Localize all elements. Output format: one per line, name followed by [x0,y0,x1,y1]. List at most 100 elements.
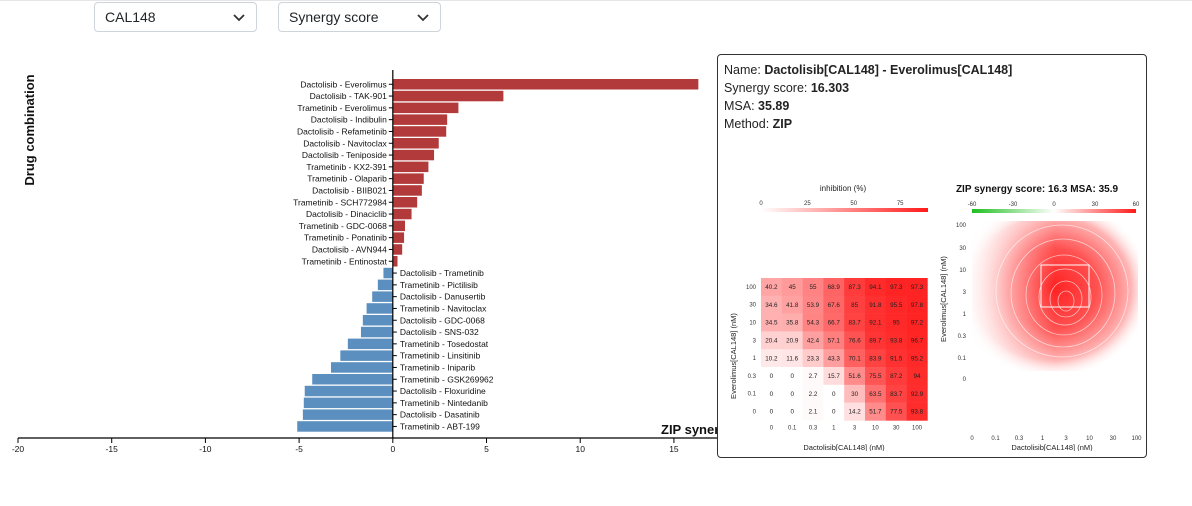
heatmap-cell-value: 35.8 [786,320,799,327]
bar-label: Dactolisib - Navitoclax [303,138,387,148]
bar[interactable] [340,350,393,361]
heatmap-cell [844,402,866,421]
bar[interactable] [383,267,393,279]
heatmap-cell-value: 83.9 [869,355,882,362]
bar-label: Trametinib - Nintedanib [400,398,488,408]
heatmap-x-tick: 0.3 [809,425,818,431]
heatmap-cell-value: 91.5 [890,355,903,362]
surface-contour [1038,268,1092,326]
heatmap-y-tick: 0 [753,410,757,416]
bar-label: Trametinib - Entinostat [302,256,388,266]
bar[interactable] [392,220,405,232]
bar[interactable] [377,279,393,291]
bar[interactable] [392,208,412,220]
bar[interactable] [392,232,405,243]
surface-y-label: Everolimus[CAL148] (nM) [939,256,948,342]
heatmap-cell [802,295,824,314]
bar[interactable] [303,397,393,409]
bar[interactable] [302,409,393,420]
tooltip-synergy-value: 16.303 [810,81,850,95]
heatmap-legend-tick: 75 [897,201,904,207]
bar[interactable] [392,149,435,161]
heatmap-cell-value: 30 [851,391,859,398]
heatmap-title: inhibition (%) [820,184,867,193]
heatmap-cell [906,367,928,386]
heatmap-cell [865,278,887,297]
bar[interactable] [392,161,429,173]
bar[interactable] [304,385,393,397]
heatmap-cell-value: 0 [770,409,774,416]
heatmap-cell-value: 2.7 [809,373,818,380]
heatmap-cell-value: 70.1 [848,355,861,362]
heatmap-cell-value: 0 [790,409,794,416]
bar[interactable] [347,338,393,350]
bar[interactable] [392,138,439,149]
heatmap-cell-value: 20.4 [765,338,778,345]
heatmap-cell [761,384,783,403]
surface-y-tick: 1 [963,312,967,318]
bar[interactable] [372,291,393,302]
bar[interactable] [392,79,699,90]
heatmap-cell-value: 77.5 [890,409,903,416]
bar[interactable] [392,90,504,102]
surface-contours [995,224,1129,358]
heatmap-cell-value: 96.7 [911,338,924,345]
bar[interactable] [392,256,398,267]
heatmap-cell [906,313,928,332]
surface-x-tick: 100 [1131,436,1142,442]
heatmap-cell [802,349,824,368]
heatmap-cell-value: 83.7 [848,320,861,327]
heatmap-cell-value: 45 [789,284,797,291]
heatmap-cell-value: 97.3 [890,284,903,291]
heatmap-cell [885,313,907,332]
bar[interactable] [392,197,418,208]
bar[interactable] [392,126,447,137]
heatmap-cell [865,402,887,421]
heatmap-cell-value: 34.6 [765,302,778,309]
tooltip-name-row: Name: Dactolisib[CAL148] - Everolimus[CA… [724,63,1013,77]
heatmap-cell-value: 0 [832,391,836,398]
bar-label: Trametinib - Pictilisib [400,280,478,290]
heatmap-cell [906,331,928,350]
heatmap-cell [781,349,803,368]
heatmap-cell-value: 2.1 [809,409,818,416]
surface-y-tick: 3 [963,290,967,296]
bar[interactable] [362,315,393,326]
surface-x-tick: 3 [1064,436,1068,442]
bar-label: Trametinib - GSK269962 [400,374,494,384]
heatmap-cell-value: 0 [790,373,794,380]
bar[interactable] [360,326,393,338]
heatmap-cell-value: 51.6 [848,373,861,380]
cell-line-select[interactable]: CAL148 [94,2,257,32]
heatmap-cell [844,367,866,386]
bar-label: Trametinib - Linsitinib [400,351,481,361]
tooltip-method-value: ZIP [772,117,793,131]
heatmap-y-tick: 100 [746,285,757,291]
tooltip-synergy-row: Synergy score: 16.303 [724,81,850,95]
bar[interactable] [312,374,393,385]
metric-select[interactable]: Synergy score [278,2,441,32]
heatmap-legend-tick: 50 [850,201,857,207]
bar-label: Dactolisib - Danusertib [400,292,486,302]
bar[interactable] [392,185,422,196]
heatmap-cell [823,367,845,386]
bar[interactable] [297,421,393,432]
heatmap-legend-tick: 0 [759,201,763,207]
surface-y-tick: 0 [963,377,967,383]
heatmap-cell-value: 55 [809,284,817,291]
bar[interactable] [392,102,459,114]
heatmap-cell-value: 87.2 [890,373,903,380]
bar[interactable] [366,303,393,314]
bar[interactable] [392,244,403,255]
bar-label: Trametinib - SCH772984 [293,197,387,207]
bar-label: Trametinib - Iniparib [400,362,476,372]
bar-label: Dactolisib - SNS-032 [400,327,479,337]
heatmap-cell [906,295,928,314]
bar[interactable] [392,173,424,184]
bar[interactable] [392,114,448,125]
bar[interactable] [330,362,393,373]
surface-contour [1049,280,1083,318]
heatmap-cell [865,349,887,368]
heatmap-x-tick: 30 [893,425,900,431]
